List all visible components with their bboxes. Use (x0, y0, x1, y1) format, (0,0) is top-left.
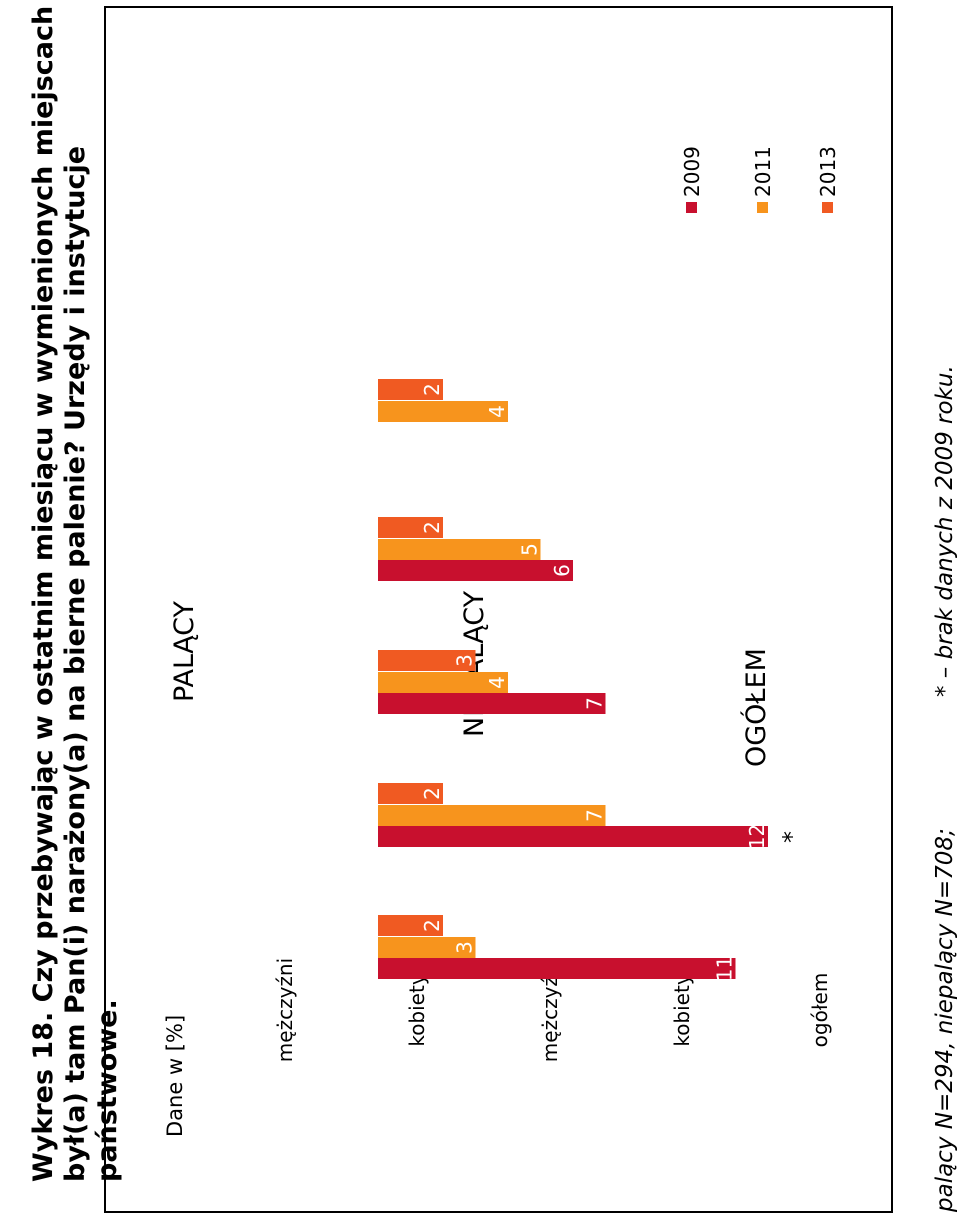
bar-2009-2 (378, 826, 768, 847)
bar-2009-4 (378, 560, 573, 581)
legend-label-2011: 2011 (751, 146, 775, 197)
category-label: ogółem (808, 973, 832, 1048)
data-label-2011-2: 7 (583, 809, 607, 822)
bar-2011-3 (378, 672, 508, 693)
legend-label-2013: 2013 (816, 146, 840, 197)
data-label-2013-2: 2 (420, 787, 444, 800)
units-label: Dane w [%] (163, 1015, 187, 1137)
data-label-2013-3: 3 (453, 654, 477, 667)
legend: 2009 2011 2013 (680, 146, 840, 213)
data-label-2013-5: 2 (420, 383, 444, 396)
missing-data-marker: * (778, 831, 806, 843)
bar-2013-5 (378, 379, 443, 400)
data-label-2011-1: 3 (453, 941, 477, 954)
bar-2011-2 (378, 805, 606, 826)
legend-swatch-2013 (822, 202, 833, 213)
bar-2013-3 (378, 650, 476, 671)
bar-2013-2 (378, 783, 443, 804)
data-label-2009-4: 6 (550, 564, 574, 577)
chart-title-line-3: państwowe. (92, 999, 123, 1182)
chart-title-line-1: Wykres 18. Czy przebywając w ostatnim mi… (28, 6, 59, 1182)
bar-2013-4 (378, 517, 443, 538)
bar-2009-1 (378, 958, 736, 979)
data-label-2013-4: 2 (420, 521, 444, 534)
legend-swatch-2009 (686, 202, 697, 213)
footnote-sample-size: palący N=294, niepalący N=708; (932, 828, 958, 1213)
bar-2011-4 (378, 539, 541, 560)
data-label-2011-3: 4 (485, 676, 509, 689)
data-label-2011-5: 4 (485, 405, 509, 418)
data-label-2011-4: 5 (518, 543, 542, 556)
bar-2013-1 (378, 915, 443, 936)
category-label: kobiety (670, 973, 694, 1047)
group-label-palacy: PALĄCY (169, 601, 200, 702)
chart-title-line-2: był(a) tam Pan(i) narażony(a) na bierne … (60, 146, 91, 1182)
legend-swatch-2011 (757, 202, 768, 213)
chart-frame (104, 6, 893, 1213)
group-label-ogolem: OGÓŁEM (740, 648, 772, 767)
legend-label-2009: 2009 (680, 146, 704, 197)
bar-2011-5 (378, 401, 508, 422)
data-label-2009-3: 7 (583, 697, 607, 710)
footnote-missing-note: * – brak danych z 2009 roku. (932, 365, 958, 697)
data-label-2013-1: 2 (420, 919, 444, 932)
category-label: kobiety (405, 973, 429, 1047)
data-label-2009-1: 11 (713, 956, 737, 981)
bar-2009-3 (378, 693, 606, 714)
bar-2011-1 (378, 937, 476, 958)
category-label: mężczyźni (273, 958, 297, 1062)
data-label-2009-2: 12 (745, 824, 769, 849)
